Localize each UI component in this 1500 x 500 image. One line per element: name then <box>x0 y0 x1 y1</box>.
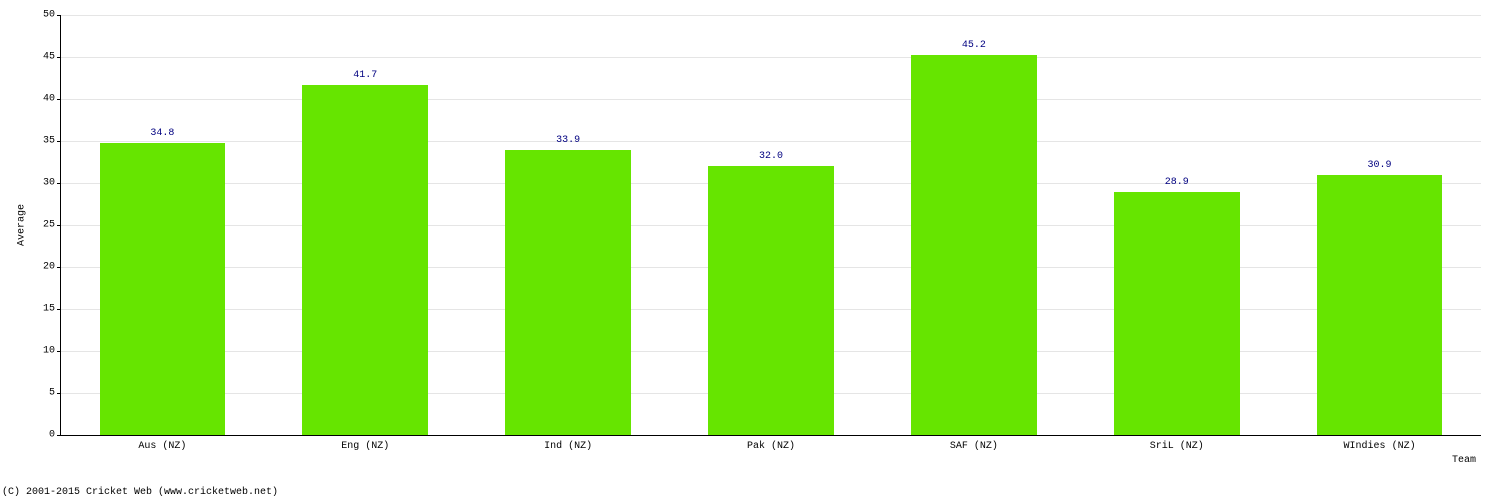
y-axis-title: Average <box>17 204 28 246</box>
gridline <box>61 15 1481 16</box>
bar: 33.9 <box>505 150 631 435</box>
y-tick-label: 15 <box>43 304 61 315</box>
y-tick-label: 10 <box>43 346 61 357</box>
y-tick-label: 20 <box>43 262 61 273</box>
x-tick-label: Ind (NZ) <box>544 435 592 452</box>
bar-value-label: 32.0 <box>759 151 783 162</box>
y-tick-label: 30 <box>43 178 61 189</box>
plot-area: 0510152025303540455034.8Aus (NZ)41.7Eng … <box>60 15 1481 436</box>
x-tick-label: WIndies (NZ) <box>1344 435 1416 452</box>
gridline <box>61 141 1481 142</box>
bar: 30.9 <box>1317 175 1443 435</box>
bar-value-label: 28.9 <box>1165 177 1189 188</box>
gridline <box>61 57 1481 58</box>
x-tick-label: SriL (NZ) <box>1150 435 1204 452</box>
y-tick-label: 0 <box>49 430 61 441</box>
gridline <box>61 99 1481 100</box>
y-tick-label: 25 <box>43 220 61 231</box>
bar: 34.8 <box>100 143 226 435</box>
bar: 28.9 <box>1114 192 1240 435</box>
copyright-footer: (C) 2001-2015 Cricket Web (www.cricketwe… <box>2 487 278 498</box>
bar-value-label: 33.9 <box>556 135 580 146</box>
y-tick-label: 40 <box>43 94 61 105</box>
bar: 45.2 <box>911 55 1037 435</box>
bar-value-label: 34.8 <box>150 128 174 139</box>
x-axis-title: Team <box>1452 455 1476 466</box>
chart-container: 0510152025303540455034.8Aus (NZ)41.7Eng … <box>0 0 1500 500</box>
y-tick-label: 35 <box>43 136 61 147</box>
bar: 41.7 <box>302 85 428 435</box>
x-tick-label: SAF (NZ) <box>950 435 998 452</box>
y-tick-label: 5 <box>49 388 61 399</box>
x-tick-label: Aus (NZ) <box>138 435 186 452</box>
y-tick-label: 45 <box>43 52 61 63</box>
bar-value-label: 41.7 <box>353 70 377 81</box>
bar: 32.0 <box>708 166 834 435</box>
bar-value-label: 30.9 <box>1368 160 1392 171</box>
x-tick-label: Eng (NZ) <box>341 435 389 452</box>
bar-value-label: 45.2 <box>962 40 986 51</box>
y-tick-label: 50 <box>43 10 61 21</box>
x-tick-label: Pak (NZ) <box>747 435 795 452</box>
